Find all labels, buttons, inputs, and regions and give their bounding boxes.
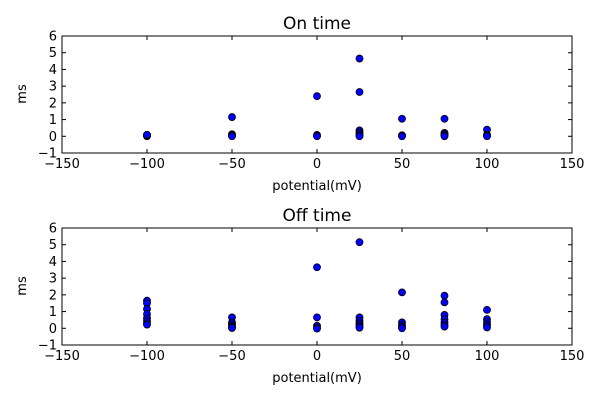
on-time-y-tick-label: 1 — [49, 113, 57, 128]
on-time-title: On time — [283, 14, 351, 34]
off-time-y-tick-label: 2 — [49, 288, 57, 303]
on-time-data-point — [313, 132, 321, 141]
on-time-x-tick-label: 50 — [394, 157, 411, 172]
off-time-y-tick-label: 5 — [49, 238, 57, 253]
off-time-data-point — [313, 324, 321, 333]
on-time-x-tick-label: −100 — [129, 157, 165, 172]
off-time-y-tick-label: 3 — [49, 272, 57, 287]
on-time-x-tick-label: 150 — [560, 157, 585, 172]
on-time-subplot: On time potential(mV) ms −150 −100 −50 0 50 1… — [15, 14, 584, 194]
off-time-title: Off time — [283, 206, 352, 226]
on-time-data-point — [440, 114, 449, 123]
off-time-ticks: −150 −100 −50 0 50 100 150 −1 0 1 23 4 56 — [38, 222, 585, 365]
off-time-y-tick-label: 4 — [49, 255, 57, 270]
off-time-x-tick-label: −50 — [218, 349, 245, 364]
off-time-y-tick-label: −1 — [38, 339, 57, 354]
off-time-x-tick-label: 0 — [313, 349, 321, 364]
off-time-data-point — [313, 263, 321, 272]
off-time-y-tick-label: 1 — [49, 305, 57, 320]
on-time-data-point — [143, 130, 151, 139]
on-time-y-tick-label: −1 — [38, 147, 57, 162]
off-time-x-tick-label: 100 — [475, 349, 500, 364]
on-time-x-tick-label: 100 — [475, 157, 500, 172]
off-time-x-tick-label: 150 — [560, 349, 585, 364]
off-time-y-tick-label: 6 — [49, 222, 57, 237]
on-time-x-tick-label: −150 — [44, 157, 80, 172]
off-time-x-tick-label: 50 — [394, 349, 411, 364]
on-time-x-tick-label: −50 — [218, 157, 245, 172]
on-time-data-point — [228, 113, 236, 121]
off-time-y-tick-label: 0 — [49, 322, 57, 337]
off-time-x-tick-label: −150 — [44, 349, 80, 364]
off-time-y-axis-label: ms — [15, 276, 30, 296]
off-time-x-axis-label: potential(mV) — [272, 371, 362, 386]
off-time-x-tick-label: −100 — [129, 349, 165, 364]
on-time-y-tick-label: 2 — [49, 96, 57, 111]
off-time-data-point — [398, 324, 406, 333]
on-time-data-point — [355, 132, 364, 141]
on-time-points — [143, 54, 491, 141]
on-time-x-axis-label: potential(mV) — [272, 179, 362, 194]
off-time-data-point — [355, 323, 364, 332]
on-time-data-point — [313, 92, 321, 101]
off-time-data-point — [228, 324, 236, 332]
on-time-data-point — [355, 54, 364, 63]
off-time-data-point — [440, 291, 449, 300]
on-time-x-tick-label: 0 — [313, 157, 321, 172]
on-time-y-tick-label: 5 — [49, 46, 57, 61]
on-time-data-point — [228, 132, 236, 141]
off-time-data-point — [440, 322, 449, 331]
on-time-data-point — [398, 114, 406, 123]
on-time-data-point — [355, 88, 364, 96]
off-time-data-point — [355, 238, 364, 247]
on-time-y-tick-label: 4 — [49, 63, 57, 78]
off-time-data-point — [398, 288, 406, 297]
off-time-plot-frame — [61, 227, 573, 346]
on-time-data-point — [483, 132, 491, 141]
off-time-data-point — [483, 305, 491, 314]
on-time-y-tick-label: 6 — [49, 30, 57, 45]
off-time-data-point — [143, 320, 151, 329]
off-time-subplot: Off time potential(mV) ms −150 −100 −50 0 50… — [15, 206, 584, 386]
on-time-data-point — [440, 132, 449, 141]
off-time-data-point — [440, 298, 449, 307]
off-time-data-point — [483, 323, 491, 332]
off-time-data-point — [313, 313, 321, 322]
on-time-ticks: −150 −100 −50 0 50 100 150 −1 0 1 23 4 56 — [38, 30, 585, 173]
on-time-y-axis-label: ms — [15, 84, 30, 104]
off-time-points — [143, 238, 491, 333]
on-time-y-tick-label: 0 — [49, 130, 57, 145]
on-time-plot-frame — [61, 35, 573, 154]
on-time-data-point — [398, 132, 406, 141]
on-time-y-tick-label: 3 — [49, 80, 57, 95]
